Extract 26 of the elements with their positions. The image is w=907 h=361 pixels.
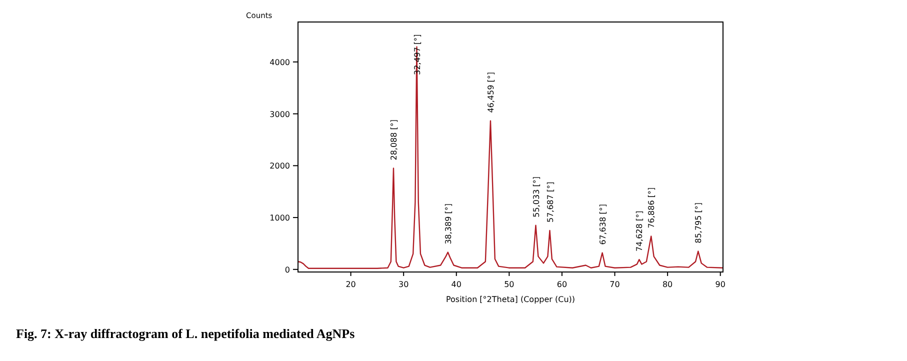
- annotation: 85,795 [°]: [694, 202, 704, 244]
- x-tick-label: 90: [715, 280, 726, 289]
- text: Fig. 7: X-ray diffractogram of L. nepetifolia mediated AgNPs: [16, 326, 355, 341]
- annotation: 76,886 [°]: [647, 187, 656, 228]
- x-tick-label: 30: [398, 280, 409, 289]
- x-axis-title: Position [°2Theta] (Copper (Cu)): [446, 295, 576, 304]
- y-tick-label: 4000: [270, 58, 290, 67]
- x-tick-label: 40: [451, 280, 462, 289]
- y-tick-label: 2000: [270, 162, 290, 171]
- annotation: 32,497 [°]: [412, 34, 422, 75]
- x-tick-label: 60: [556, 280, 568, 289]
- annotation: 57,687 [°]: [546, 182, 555, 223]
- x-tick-label: 20: [346, 280, 356, 289]
- y-tick-label: 3000: [270, 110, 290, 119]
- x-tick-label: 70: [610, 280, 620, 289]
- annotation: 55,033 [°]: [532, 176, 541, 218]
- annotation: 74,628 [°]: [635, 210, 644, 252]
- annotation: 67,638 [°]: [598, 204, 608, 245]
- y-tick-label: 1000: [270, 214, 290, 223]
- annotation: 46,459 [°]: [486, 72, 496, 113]
- x-tick-label: 50: [504, 280, 514, 289]
- line-series: [298, 46, 723, 269]
- x-tick-label: 80: [662, 280, 673, 289]
- annotation: 28,088 [°]: [389, 119, 398, 160]
- annotation: 38,389 [°]: [444, 204, 453, 244]
- y-tick-label: 0: [284, 265, 290, 274]
